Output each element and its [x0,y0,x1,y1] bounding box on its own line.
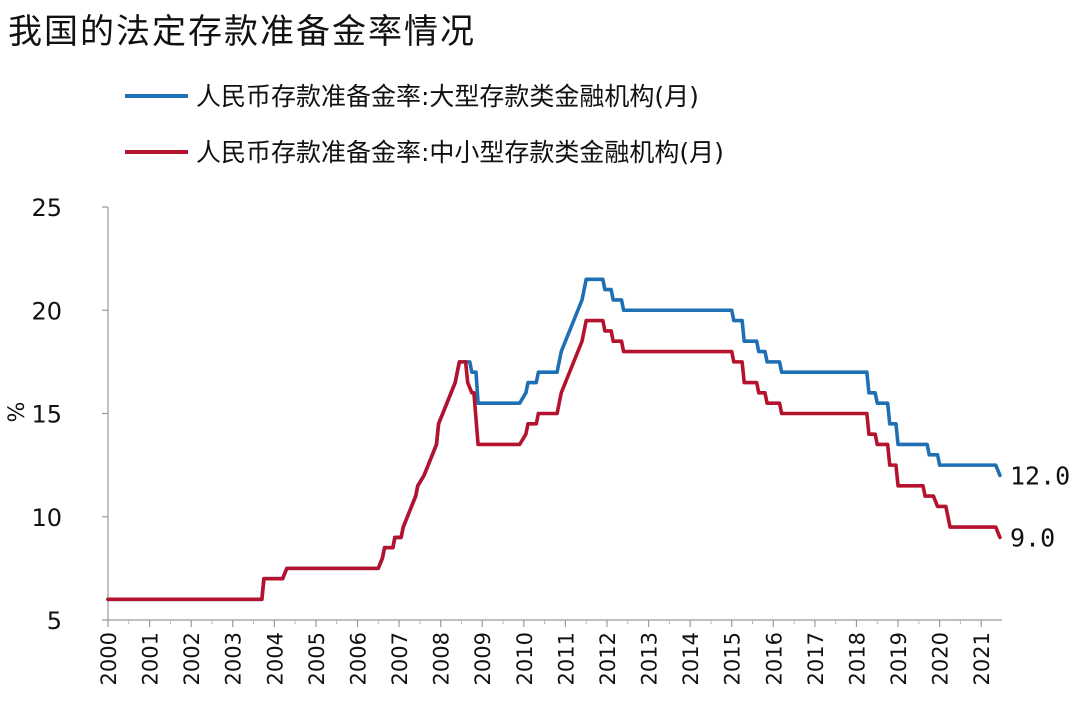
x-tick-label: 2017 [804,632,828,685]
x-tick-label: 2014 [679,632,703,685]
x-tick-label: 2006 [346,632,370,685]
series-line-2 [106,318,1002,602]
x-tick-label: 2021 [970,632,994,685]
x-tick-label: 2012 [596,632,620,685]
x-tick-label: 2005 [305,632,329,685]
legend-label-series-2: 人民币存款准备金率:中小型存款类金融机构(月) [196,138,724,167]
chart-title: 我国的法定存款准备金率情况 [8,12,476,52]
end-labels: 12.0 9.0 [1010,461,1070,552]
x-tick-label: 2020 [929,632,953,685]
x-tick-label: 2013 [638,632,662,685]
x-tick-label: 2004 [263,632,287,685]
y-tick-label: 15 [31,401,62,429]
x-tick-label: 2018 [845,632,869,685]
y-tick-label: 10 [31,504,62,532]
y-axis-label: % [5,402,30,423]
legend-label-series-1: 人民币存款准备金率:大型存款类金融机构(月) [196,82,699,111]
x-tick-label: 2002 [180,632,204,685]
x-tick-label: 2001 [139,632,163,685]
x-tick-label: 2010 [513,632,537,685]
x-tick-label: 2000 [97,632,121,685]
x-tick-label: 2007 [388,632,412,685]
y-tick-label: 20 [31,297,62,325]
x-tick-label: 2009 [471,632,495,685]
axes: 5 10 15 20 25% 2000 2001 2002 2003 2004 2005 2006 20… [5,194,1002,685]
y-tick-label: 25 [31,194,62,222]
x-tick-label: 2011 [554,632,578,685]
end-label-series-2: 9.0 [1010,523,1055,552]
x-tick-label: 2019 [887,632,911,685]
x-tick-label: 2003 [222,632,246,685]
x-tick-label: 2016 [762,632,786,685]
x-tick-label: 2008 [430,632,454,685]
end-label-series-1: 12.0 [1010,461,1070,490]
series-line-1 [106,277,1002,602]
series-layer [106,277,1002,602]
y-tick-label: 5 [47,607,62,635]
x-tick-label: 2015 [721,632,745,685]
legend: 人民币存款准备金率:大型存款类金融机构(月) 人民币存款准备金率:中小型存款类金融… [125,82,724,167]
